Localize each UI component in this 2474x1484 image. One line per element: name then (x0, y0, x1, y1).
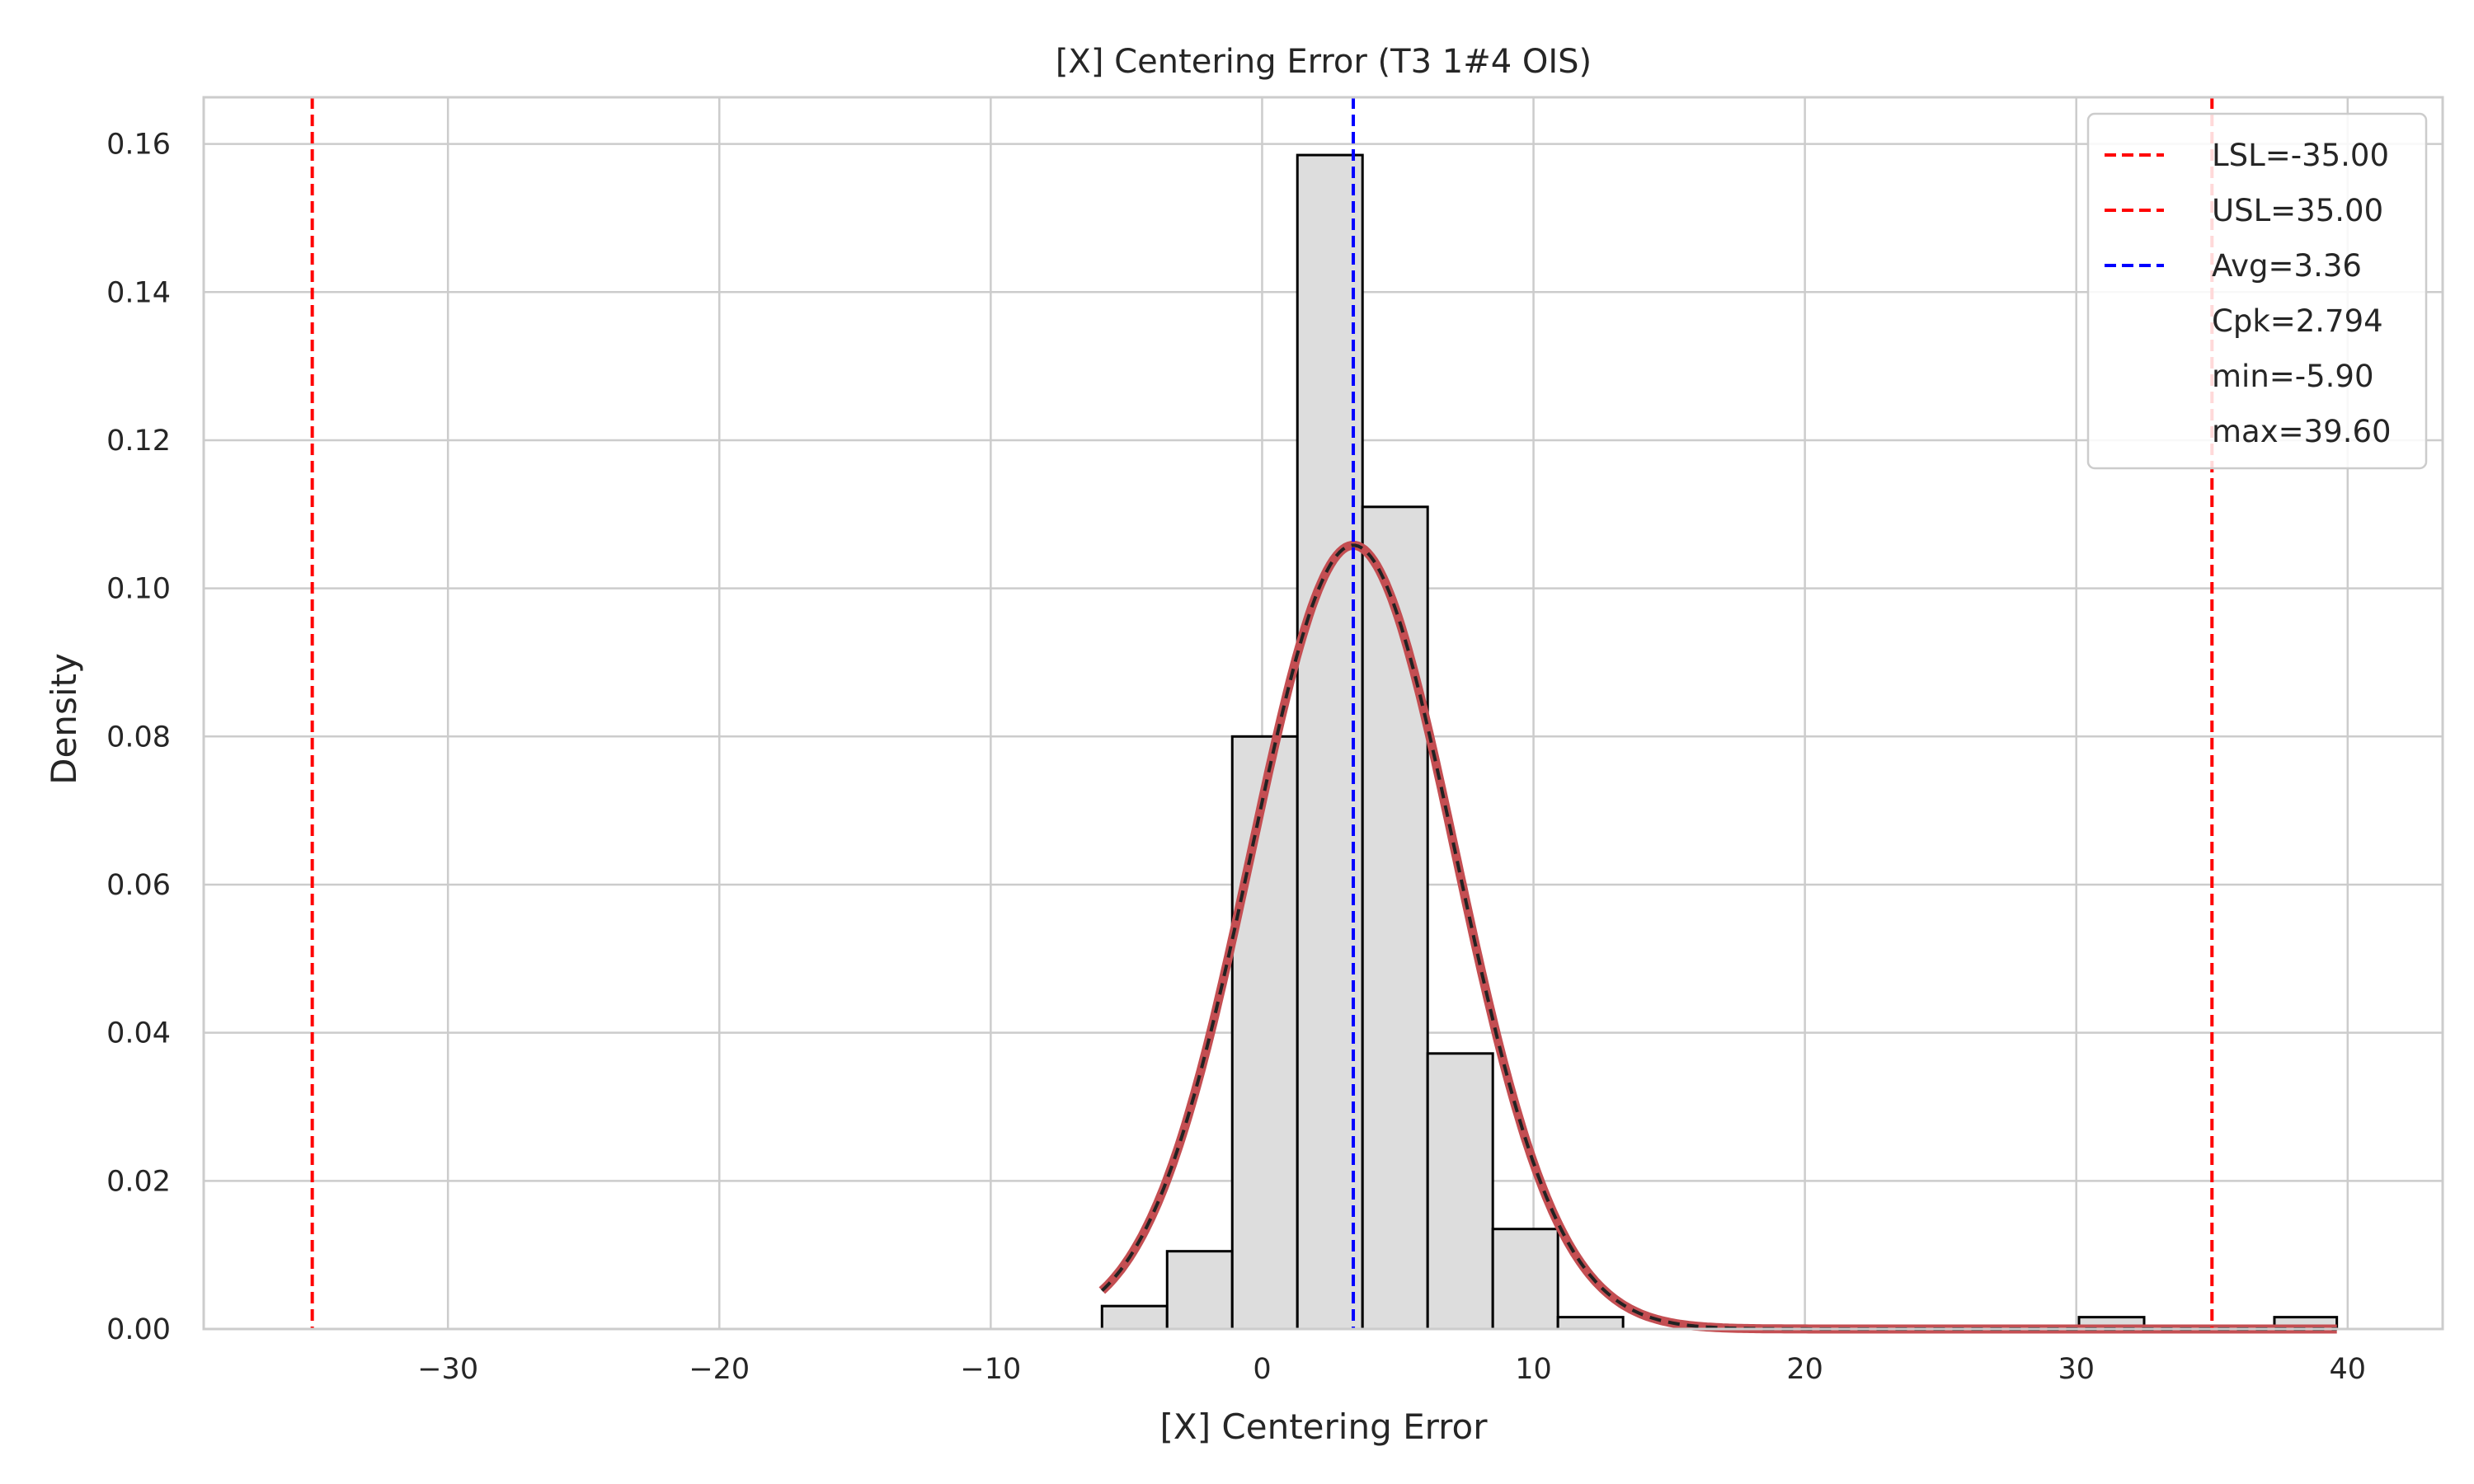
histogram-bar (1165, 1250, 1234, 1331)
y-tick-label: 0.00 (106, 1313, 171, 1346)
y-tick-label: 0.16 (106, 129, 171, 162)
x-tick-label: 10 (1515, 1353, 1552, 1386)
legend-entry: Cpk=2.794 (2212, 303, 2383, 339)
histogram-bar (1556, 1316, 1625, 1331)
histogram-bar (1230, 735, 1299, 1331)
y-tick-label: 0.12 (106, 425, 171, 458)
legend-entry: Avg=3.36 (2212, 248, 2362, 284)
legend-box (2086, 112, 2428, 470)
x-tick-label: −20 (689, 1353, 750, 1386)
legend-entry: max=39.60 (2212, 414, 2392, 449)
y-axis-label: Density (44, 653, 84, 785)
legend-entry: USL=35.00 (2212, 193, 2383, 228)
reference-lines (310, 97, 2214, 1329)
x-tick-label: −10 (960, 1353, 1021, 1386)
y-tick-labels: 0.00 0.02 0.04 0.06 0.08 0.10 0.12 0.14 0.16 (106, 129, 171, 1346)
histogram-bar (1426, 1052, 1494, 1331)
histogram-bar (1100, 1304, 1169, 1331)
histogram-bar (1361, 505, 1429, 1331)
legend-entry: min=-5.90 (2212, 359, 2374, 394)
x-tick-label: 20 (1786, 1353, 1823, 1386)
x-tick-label: 40 (2330, 1353, 2367, 1386)
x-axis-label: [X] Centering Error (1160, 1407, 1489, 1447)
legend: LSL=-35.00 USL=35.00 Avg=3.36 Cpk=2.794 min=… (2086, 112, 2428, 470)
y-tick-label: 0.10 (106, 573, 171, 606)
y-tick-label: 0.08 (106, 721, 171, 754)
chart-title: [X] Centering Error (T3 1#4 OIS) (1056, 43, 1592, 81)
histogram-bar (1491, 1228, 1559, 1331)
y-tick-label: 0.02 (106, 1165, 171, 1198)
x-tick-labels: −30 −20 −10 0 10 20 30 40 (417, 1353, 2366, 1386)
plot-frame (202, 96, 2444, 1331)
y-tick-label: 0.14 (106, 276, 171, 309)
x-tick-label: 0 (1253, 1353, 1271, 1386)
x-tick-label: 30 (2058, 1353, 2095, 1386)
histogram-bars (1100, 153, 2339, 1331)
x-tick-label: −30 (417, 1353, 478, 1386)
y-tick-label: 0.04 (106, 1017, 171, 1050)
y-tick-label: 0.06 (106, 869, 171, 902)
legend-entry: LSL=-35.00 (2212, 138, 2389, 173)
